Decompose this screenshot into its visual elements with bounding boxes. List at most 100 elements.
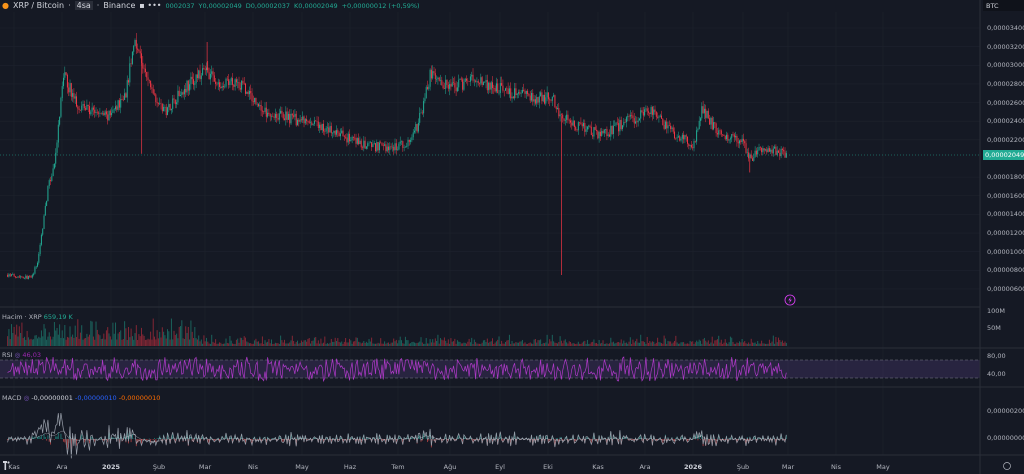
volume-bar: [196, 339, 198, 346]
candle-body: [648, 111, 650, 113]
macd-histogram-bar: [480, 434, 482, 439]
symbol-name[interactable]: XRP / Bitcoin: [12, 1, 65, 10]
candle-body: [680, 138, 682, 141]
candle-body: [207, 67, 209, 73]
volume-bar: [30, 338, 32, 346]
volume-bar: [577, 341, 579, 346]
tradingview-logo[interactable]: [3, 461, 10, 470]
candle-body: [467, 80, 469, 82]
candle-body: [458, 79, 460, 88]
macd-histogram-bar: [258, 439, 260, 441]
volume-bar: [326, 343, 328, 346]
macd-histogram-bar: [376, 433, 378, 439]
macd-histogram-bar: [771, 439, 773, 442]
macd-histogram-bar: [165, 439, 167, 444]
volume-bar: [259, 343, 261, 346]
candle-body: [7, 274, 9, 277]
candle-body: [683, 134, 685, 140]
time-axis-label: Ara: [639, 463, 651, 471]
candle-body: [644, 109, 646, 116]
candle-body: [599, 131, 601, 137]
candle-body: [364, 140, 366, 149]
candle-body: [662, 118, 664, 126]
candle-body: [532, 93, 534, 102]
candle-body: [194, 83, 196, 85]
volume-bar: [479, 343, 481, 346]
volume-bar: [516, 342, 518, 346]
more-icon[interactable]: ▪ •••: [139, 1, 162, 10]
candle-body: [342, 130, 344, 137]
macd-histogram-bar: [425, 435, 427, 439]
candle-body: [230, 78, 232, 82]
candle-body: [395, 143, 397, 150]
volume-bar: [64, 325, 66, 346]
volume-bar: [537, 340, 539, 346]
candle-body: [382, 145, 384, 146]
candle-body: [667, 125, 669, 129]
candle-body: [570, 120, 572, 123]
candle-body: [38, 254, 40, 263]
candle-body: [664, 121, 666, 129]
volume-bar: [702, 339, 704, 346]
candle-body: [60, 98, 62, 117]
volume-bar: [676, 342, 678, 346]
volume-bar: [129, 337, 131, 346]
candle-body: [540, 92, 542, 97]
volume-bar: [534, 338, 536, 346]
volume-bar: [771, 341, 773, 346]
volume-bar: [510, 343, 512, 346]
candle-body: [424, 98, 426, 102]
volume-bar: [128, 326, 130, 346]
macd-histogram-bar: [208, 439, 210, 444]
interval[interactable]: 4sa: [74, 1, 93, 10]
candle-body: [492, 82, 494, 89]
candle-body: [449, 84, 451, 89]
macd-histogram-bar: [324, 439, 326, 440]
volume-bar: [568, 341, 570, 346]
currency-selector[interactable]: BTC: [983, 0, 1024, 11]
volume-bar: [35, 335, 37, 346]
volume-bar: [661, 343, 663, 346]
lightning-icon[interactable]: [784, 294, 796, 306]
candle-body: [598, 131, 600, 139]
candle-body: [339, 133, 341, 137]
volume-bar: [544, 343, 546, 346]
candle-body: [430, 69, 432, 79]
candle-body: [771, 149, 773, 154]
volume-bar: [632, 339, 634, 346]
indicator-icon[interactable]: ◎: [23, 394, 30, 402]
volume-bar: [70, 336, 72, 346]
macd-histogram-bar: [64, 439, 66, 443]
volume-bar: [393, 338, 395, 346]
indicator-icon[interactable]: ◎: [14, 351, 21, 359]
candle-body: [211, 71, 213, 74]
volume-bar: [410, 343, 412, 346]
candle-body: [576, 129, 578, 131]
candle-body: [144, 68, 146, 73]
candle-body: [321, 123, 323, 131]
volume-bar: [207, 341, 209, 346]
candle-body: [46, 201, 48, 206]
macd-histogram-bar: [77, 439, 79, 440]
macd-value: -0,00000001: [31, 394, 73, 402]
candle-body: [515, 88, 517, 96]
volume-bar: [43, 324, 45, 346]
volume-bar: [233, 343, 235, 346]
candle-body: [772, 148, 774, 154]
volume-bar: [477, 343, 479, 346]
macd-histogram-bar: [347, 433, 349, 439]
volume-bar: [450, 338, 452, 346]
candle-body: [115, 106, 117, 110]
candle-body: [259, 105, 261, 107]
volume-bar: [16, 324, 18, 346]
candle-body: [425, 87, 427, 99]
candle-body: [671, 127, 673, 129]
candle-body: [313, 120, 315, 124]
macd-histogram-bar: [555, 438, 557, 439]
settings-icon[interactable]: [1003, 462, 1011, 470]
candle-body: [50, 180, 52, 182]
candle-body: [76, 96, 78, 107]
volume-bar: [144, 339, 146, 346]
macd-histogram-bar: [238, 439, 240, 443]
